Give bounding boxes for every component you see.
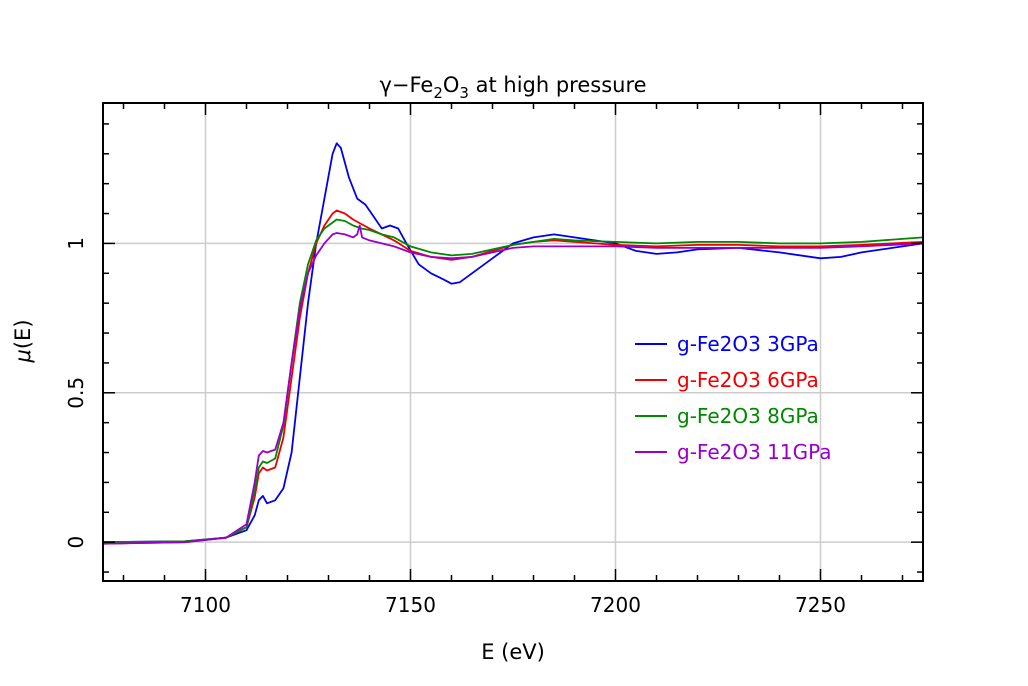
axis-ticks: 7100 7150 7200 7250 0 0.5 1 xyxy=(64,103,923,617)
series-line-3 xyxy=(102,218,924,544)
legend-label: g-Fe2O3 11GPa xyxy=(677,440,832,464)
x-tick-label: 7250 xyxy=(795,593,846,617)
series-line-4 xyxy=(102,224,924,545)
legend-label: g-Fe2O3 3GPa xyxy=(677,332,819,356)
y-axis-label-mu: μ xyxy=(11,349,35,363)
x-tick-label: 7200 xyxy=(590,593,641,617)
y-tick-label: 1 xyxy=(64,237,88,250)
legend-label: g-Fe2O3 8GPa xyxy=(677,404,819,428)
series-lines xyxy=(102,142,924,545)
chart-title-prefix: γ−Fe xyxy=(379,73,433,97)
chart-title-suffix: at high pressure xyxy=(469,73,647,97)
series-line-2 xyxy=(102,209,924,545)
x-tick-label: 7100 xyxy=(180,593,231,617)
y-axis-label-rest: (E) xyxy=(11,319,35,349)
y-axis-label: μ(E) xyxy=(11,319,35,363)
y-tick-label: 0 xyxy=(64,536,88,549)
chart-title-mid: O xyxy=(443,73,460,97)
chart-title-sub2: 3 xyxy=(459,84,469,102)
plot-frame xyxy=(102,102,924,582)
legend: g-Fe2O3 3GPa g-Fe2O3 6GPa g-Fe2O3 8GPa g-Fe… xyxy=(635,332,832,464)
x-tick-label: 7150 xyxy=(385,593,436,617)
chart-title: γ−Fe2O3 at high pressure xyxy=(379,73,646,102)
legend-label: g-Fe2O3 6GPa xyxy=(677,368,819,392)
chart-title-sub1: 2 xyxy=(433,84,443,102)
x-axis-label: E (eV) xyxy=(481,640,545,664)
y-tick-label: 0.5 xyxy=(64,377,88,409)
